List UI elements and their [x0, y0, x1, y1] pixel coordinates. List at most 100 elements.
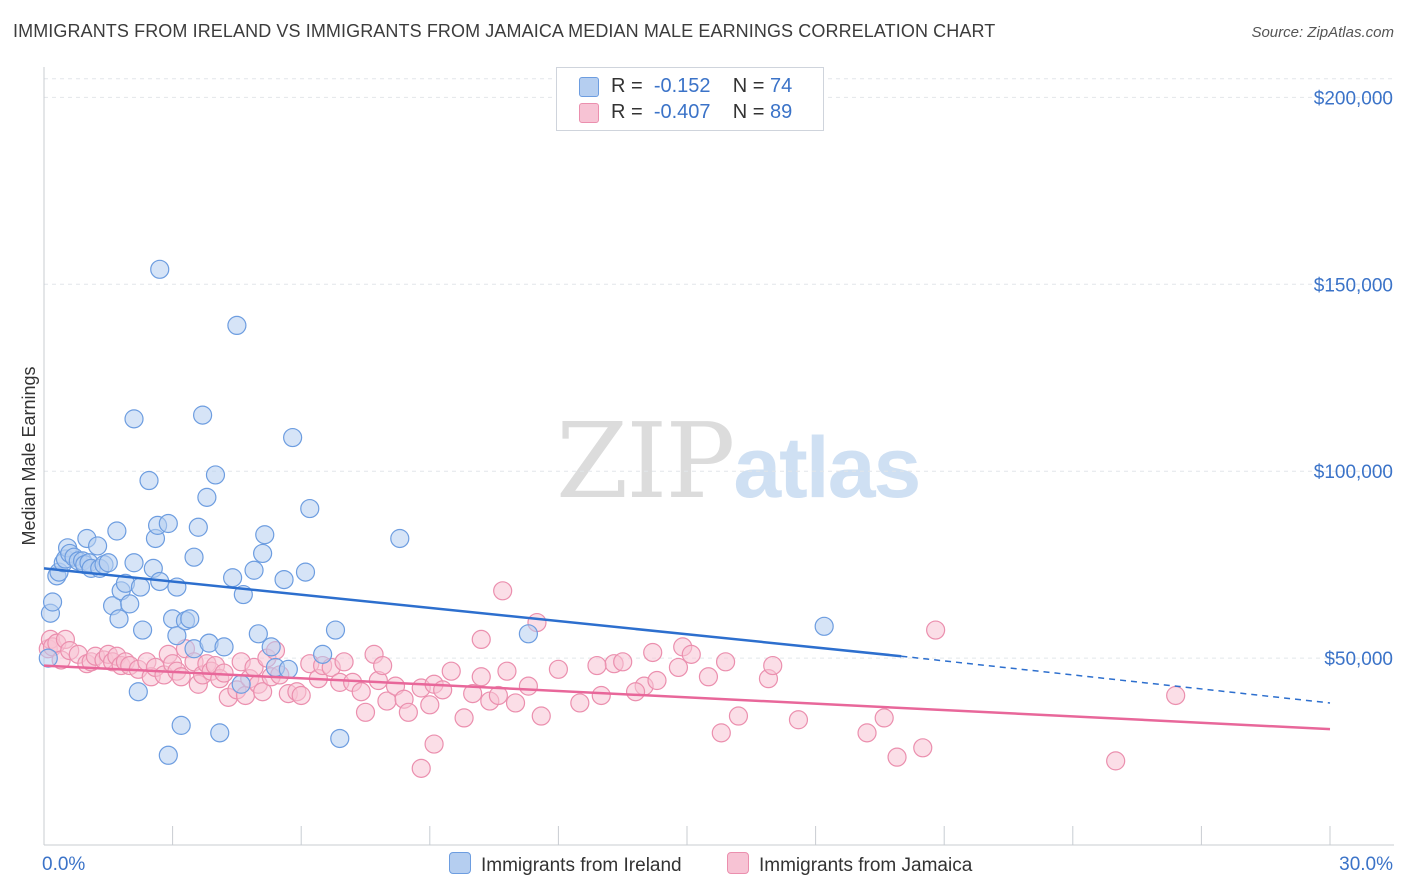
jamaica-n-label: N =: [732, 101, 765, 123]
jamaica-point: [681, 644, 701, 664]
jamaica-point: [613, 652, 633, 672]
jamaica-point: [373, 655, 393, 676]
ireland-point: [130, 577, 151, 597]
y-axis-label: Median Male Earnings: [19, 366, 39, 545]
ireland-point: [814, 616, 834, 636]
jamaica-point: [531, 706, 551, 726]
ireland-n-label: N =: [732, 75, 765, 97]
ireland-point: [300, 498, 320, 519]
watermark-atlas: atlas: [733, 420, 921, 516]
ireland-point: [139, 470, 159, 491]
ireland-point: [244, 560, 264, 580]
jamaica-point: [291, 685, 311, 706]
ireland-point: [214, 637, 234, 657]
jamaica-point: [351, 682, 371, 702]
ireland-point: [223, 568, 243, 588]
ireland-point: [132, 620, 153, 640]
ireland-point: [261, 637, 281, 657]
jamaica-point: [570, 693, 590, 713]
ireland-point: [180, 609, 200, 629]
watermark: ZIPatlas: [556, 400, 921, 522]
chart-title: IMMIGRANTS FROM IRELAND VS IMMIGRANTS FR…: [13, 21, 996, 41]
legend-jamaica-swatch: [727, 852, 749, 874]
jamaica-trendline: [43, 664, 1331, 731]
ireland-point: [87, 536, 108, 556]
ireland-point: [128, 682, 148, 702]
ireland-point: [158, 513, 178, 534]
ireland-swatch: [579, 77, 599, 97]
source-credit: Source: ZipAtlas.com: [1251, 24, 1394, 41]
legend-jamaica-label: Immigrants from Jamaica: [759, 855, 973, 876]
jamaica-point: [715, 652, 736, 672]
jamaica-point: [1166, 685, 1186, 706]
ireland-point: [295, 562, 316, 582]
jamaica-point: [857, 723, 877, 743]
ireland-point: [253, 543, 273, 564]
legend-ireland-swatch: [449, 852, 471, 874]
jamaica-point: [454, 708, 474, 728]
legend-item-jamaica: Immigrants from Jamaica: [727, 852, 972, 877]
ireland-point: [120, 594, 140, 614]
ireland-r-label: R =: [611, 75, 643, 97]
jamaica-point: [587, 655, 607, 676]
jamaica-point: [887, 747, 907, 767]
ireland-trendline-projection: [901, 655, 1331, 704]
stats-legend: R = -0.152 N = 74 R = -0.407 N = 89: [556, 67, 824, 131]
jamaica-point: [926, 620, 946, 640]
jamaica-point: [625, 682, 646, 702]
jamaica-point: [505, 693, 526, 713]
y-tick-label: $150,000: [1314, 275, 1393, 296]
ireland-n-value: 74: [770, 75, 793, 97]
jamaica-point: [463, 684, 483, 704]
ireland-point: [193, 405, 213, 425]
jamaica-r-value: -0.407: [653, 101, 711, 123]
ireland-point: [518, 624, 538, 644]
ireland-point: [325, 620, 346, 640]
ireland-point: [227, 315, 247, 336]
jamaica-point: [471, 629, 491, 650]
ireland-point: [124, 409, 144, 429]
legend-item-ireland: Immigrants from Ireland: [449, 852, 682, 877]
jamaica-point: [913, 738, 933, 758]
ireland-point: [278, 659, 298, 679]
legend-ireland-label: Immigrants from Ireland: [481, 855, 682, 876]
ireland-point: [107, 521, 127, 541]
watermark-zip: ZIP: [556, 400, 735, 522]
ireland-point: [124, 553, 144, 573]
jamaica-point: [1106, 751, 1126, 771]
jamaica-swatch: [579, 103, 599, 123]
jamaica-point: [763, 655, 783, 676]
jamaica-point: [253, 682, 273, 702]
jamaica-point: [441, 661, 461, 681]
jamaica-point: [643, 642, 663, 663]
jamaica-point: [493, 581, 513, 601]
jamaica-point: [591, 685, 611, 706]
ireland-point: [109, 609, 129, 629]
jamaica-point: [548, 659, 569, 679]
ireland-point: [167, 626, 187, 646]
ireland-point: [390, 528, 410, 549]
jamaica-point: [698, 667, 719, 687]
ireland-point: [184, 547, 204, 567]
jamaica-point: [728, 706, 749, 726]
ireland-trendline: [43, 567, 902, 658]
ireland-point: [158, 745, 178, 765]
ireland-point: [205, 465, 226, 485]
ireland-point: [150, 259, 170, 279]
jamaica-point: [874, 708, 894, 728]
ireland-point: [248, 624, 268, 644]
jamaica-point: [471, 667, 491, 687]
jamaica-point: [171, 667, 191, 687]
jamaica-point: [433, 680, 453, 700]
ireland-point: [42, 592, 63, 612]
ireland-point: [274, 569, 294, 590]
ireland-point: [197, 487, 217, 507]
jamaica-r-label: R =: [611, 101, 643, 123]
jamaica-point: [334, 652, 354, 672]
ireland-point: [210, 723, 230, 743]
ireland-point: [330, 728, 350, 749]
ireland-point: [171, 715, 191, 735]
ireland-r-value: -0.152: [653, 75, 711, 97]
jamaica-point: [398, 702, 418, 722]
